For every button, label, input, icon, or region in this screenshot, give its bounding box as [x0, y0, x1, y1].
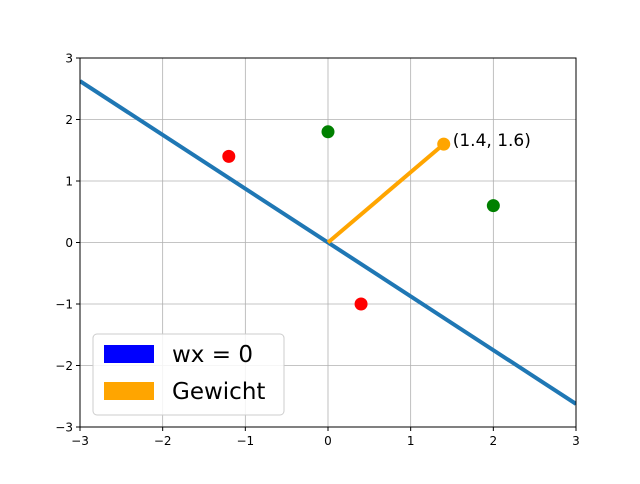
point-annotation: (1.4, 1.6): [453, 131, 531, 151]
legend-label: wx = 0: [172, 342, 253, 368]
x-tick-label: 2: [490, 434, 498, 448]
series-line-weight: [326, 142, 446, 245]
y-tick-label: 3: [65, 52, 73, 66]
legend-label: Gewicht: [172, 379, 265, 405]
x-tick-label: 1: [407, 434, 415, 448]
x-tick-label: 0: [324, 434, 332, 448]
legend-swatch: [104, 345, 154, 363]
red-data-point: [354, 297, 368, 311]
green-data-point: [321, 125, 335, 139]
y-tick-label: 2: [65, 113, 73, 127]
x-tick-label: −1: [236, 434, 254, 448]
x-tick-label: −2: [154, 434, 172, 448]
x-tick-label: −3: [71, 434, 89, 448]
weight-endpoint-marker: [437, 137, 451, 151]
y-tick-label: −1: [55, 298, 73, 312]
x-tick-label: 3: [572, 434, 580, 448]
legend: wx = 0 Gewicht: [92, 333, 285, 416]
plot-content: [80, 79, 576, 406]
red-data-point: [222, 149, 236, 163]
y-tick-label: −2: [55, 359, 73, 373]
legend-swatch: [104, 382, 154, 400]
y-tick-label: 0: [65, 236, 73, 250]
green-data-point: [486, 199, 500, 213]
y-tick-label: 1: [65, 175, 73, 189]
y-tick-label: −3: [55, 421, 73, 435]
